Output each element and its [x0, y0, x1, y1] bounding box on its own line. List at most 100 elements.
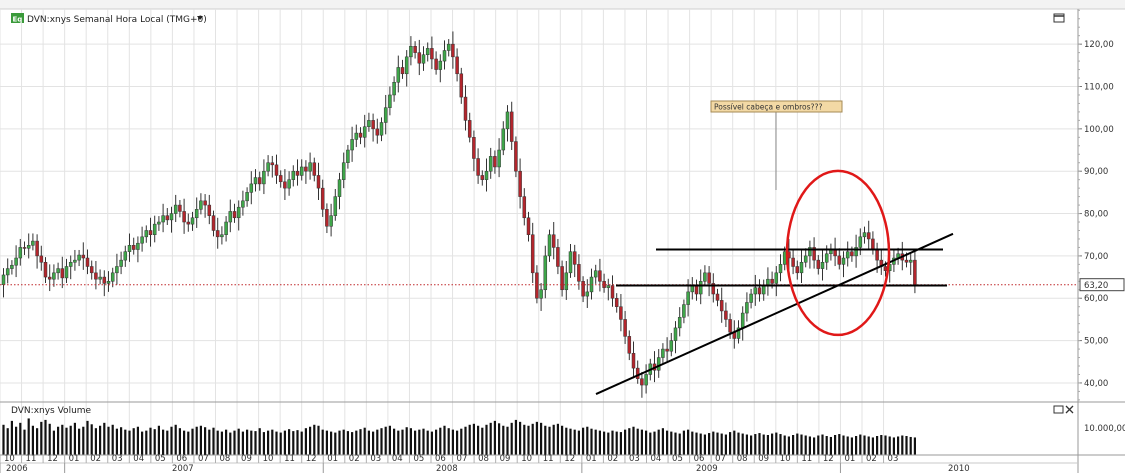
candle-body: [770, 278, 774, 284]
x-month-label: 12: [47, 454, 58, 464]
candle-body: [207, 204, 212, 216]
candle-body: [669, 340, 674, 352]
x-month-label: 04: [651, 454, 662, 464]
x-year-label: 2009: [696, 464, 718, 473]
candle-body: [753, 287, 758, 295]
candle-body: [232, 211, 237, 219]
x-month-label: 03: [629, 454, 640, 464]
candle-body: [497, 149, 501, 168]
candle-body: [400, 67, 405, 75]
chart-title[interactable]: DVN:xnys Semanal Hora Local (TMG+0): [27, 15, 207, 25]
candle-body: [26, 245, 31, 249]
candle-body: [304, 166, 308, 172]
candle-body: [740, 312, 745, 329]
x-month-label: 09: [758, 454, 769, 464]
candle-body: [715, 293, 720, 301]
candle-body: [866, 232, 871, 240]
candle-body: [551, 234, 556, 248]
candle-body: [610, 285, 615, 299]
candle-body: [904, 259, 909, 263]
y-tick-label: 80,00: [1084, 210, 1108, 220]
logo-text: Eq: [13, 16, 23, 24]
candle-body: [799, 261, 804, 274]
candle-body: [404, 56, 409, 75]
x-month-label: 02: [349, 454, 360, 464]
candle-body: [299, 166, 304, 176]
candle-body: [577, 264, 581, 282]
x-month-label: 03: [112, 454, 123, 464]
candle-body: [127, 245, 132, 252]
candle-body: [337, 179, 342, 197]
candle-body: [178, 204, 182, 212]
volume-axis-label: 10.000,00: [1084, 424, 1125, 434]
x-month-label: 10: [4, 454, 15, 464]
candle-body: [144, 230, 149, 238]
maximize-icon[interactable]: [1053, 13, 1065, 23]
candle-body: [757, 287, 762, 295]
candle-body: [845, 251, 850, 259]
candle-body: [249, 183, 254, 193]
candle-body: [119, 259, 123, 267]
candle-body: [656, 357, 661, 371]
x-month-label: 08: [737, 454, 748, 464]
x-month-label: 05: [155, 454, 166, 464]
candle-body: [451, 43, 455, 58]
candle-body: [724, 310, 728, 320]
candle-body: [39, 255, 44, 263]
candle-body: [446, 43, 451, 51]
candle-body: [711, 283, 716, 295]
candle-body: [543, 255, 548, 291]
x-month-label: 11: [543, 454, 554, 464]
candle-body: [102, 276, 107, 284]
candle-body: [131, 245, 136, 250]
candle-body: [157, 221, 161, 225]
candle-body: [547, 234, 552, 257]
candle-body: [858, 236, 863, 248]
candle-body: [291, 170, 296, 180]
candle-body: [707, 272, 711, 284]
candle-body: [316, 175, 321, 189]
y-tick-label: 100,00: [1084, 125, 1114, 135]
candle-body: [211, 215, 216, 231]
candle-body: [572, 251, 577, 265]
annotations: Possível cabeça e ombros???: [0, 100, 1078, 395]
candle-body: [220, 234, 224, 238]
candle-body: [434, 58, 438, 70]
candlesticks: [1, 31, 917, 398]
candle-body: [354, 132, 359, 140]
candle-body: [635, 367, 640, 379]
candle-body: [253, 177, 258, 185]
x-month-label: 01: [586, 454, 597, 464]
candle-body: [488, 156, 493, 172]
candle-body: [266, 162, 270, 172]
candle-body: [308, 162, 312, 172]
y-tick-label: 110,00: [1084, 82, 1114, 92]
candle-body: [341, 162, 346, 180]
x-year-label: 2010: [948, 464, 970, 473]
y-tick-label: 70,00: [1084, 252, 1108, 262]
candle-body: [530, 234, 535, 274]
candle-body: [203, 200, 207, 206]
candle-body: [459, 73, 464, 98]
candle-body: [820, 261, 825, 269]
candle-body: [333, 196, 338, 216]
volume-title: DVN:xnys Volume: [11, 406, 92, 416]
x-month-label: 08: [220, 454, 231, 464]
candle-body: [808, 247, 812, 257]
candle-body: [169, 213, 174, 221]
close-icon[interactable]: [1065, 405, 1074, 414]
candle-body: [728, 319, 732, 333]
restore-icon[interactable]: [1053, 405, 1064, 414]
candle-body: [64, 266, 69, 279]
candle-body: [392, 82, 396, 96]
candle-body: [795, 266, 800, 274]
candle-body: [522, 196, 527, 219]
caret-down-icon[interactable]: [197, 16, 203, 20]
candle-body: [245, 192, 249, 202]
candle-body: [749, 293, 753, 303]
candle-body: [774, 272, 779, 284]
candle-body: [123, 251, 128, 261]
x-month-label: 11: [284, 454, 295, 464]
candle-body: [467, 120, 472, 138]
